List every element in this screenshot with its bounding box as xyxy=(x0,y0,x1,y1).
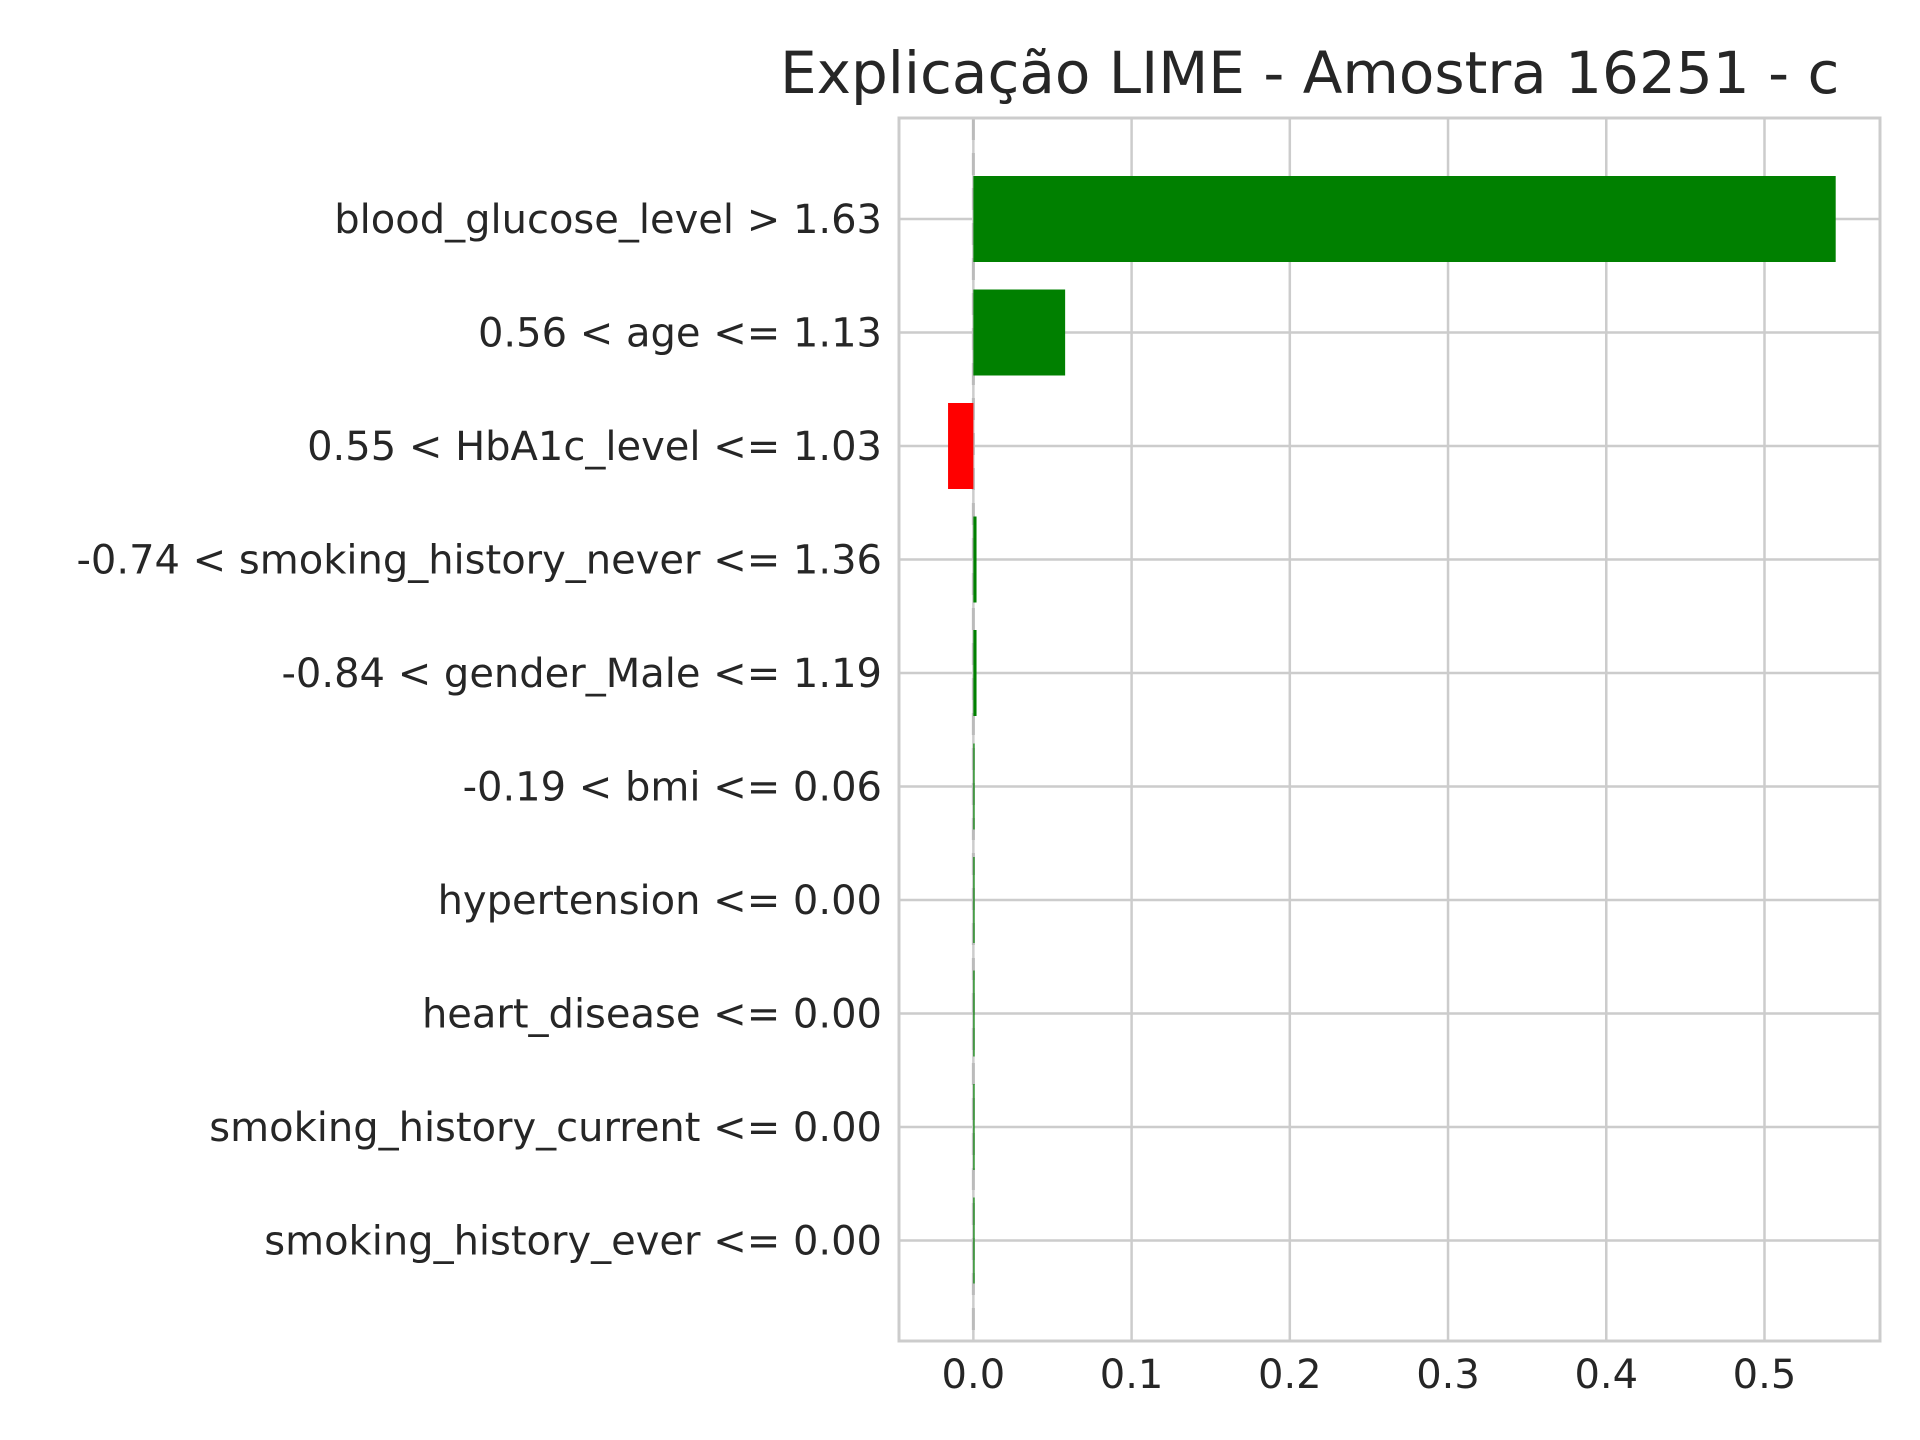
category-label: 0.55 < HbA1c_level <= 1.03 xyxy=(307,424,882,470)
x-tick-label: 0.4 xyxy=(1574,1352,1638,1398)
bar-layer xyxy=(948,176,1836,1284)
bar xyxy=(973,1084,975,1170)
bar xyxy=(973,630,977,716)
plot-frame xyxy=(897,116,1882,1343)
x-tick-label: 0.2 xyxy=(1258,1352,1322,1398)
x-tick-label: 0.0 xyxy=(942,1352,1006,1398)
category-label-layer: blood_glucose_level > 1.63 0.56 < age <= … xyxy=(76,197,882,1265)
x-tick-label: 0.1 xyxy=(1100,1352,1164,1398)
bar xyxy=(973,970,975,1057)
category-label: -0.84 < gender_Male <= 1.19 xyxy=(281,651,882,697)
bar xyxy=(948,403,974,489)
grid-layer xyxy=(899,118,1880,1341)
chart-title: Explicação LIME - Amostra 16251 - c xyxy=(780,39,1839,107)
bar xyxy=(973,857,975,943)
bar xyxy=(973,516,977,603)
x-tick-label-layer: 0.0 0.1 0.2 0.3 0.4 0.5 xyxy=(942,1352,1797,1398)
category-label: hypertension <= 0.00 xyxy=(438,878,882,924)
x-tick-label: 0.3 xyxy=(1416,1352,1480,1398)
category-label: -0.19 < bmi <= 0.06 xyxy=(463,765,882,811)
bar xyxy=(973,1197,975,1284)
x-tick-label: 0.5 xyxy=(1733,1352,1797,1398)
category-label: -0.74 < smoking_history_never <= 1.36 xyxy=(76,538,882,584)
bar xyxy=(973,176,1836,262)
category-label: 0.56 < age <= 1.13 xyxy=(478,311,882,357)
category-label: blood_glucose_level > 1.63 xyxy=(334,197,882,243)
bar xyxy=(973,743,975,830)
category-label: smoking_history_current <= 0.00 xyxy=(209,1105,882,1151)
category-label: smoking_history_ever <= 0.00 xyxy=(264,1219,882,1265)
bar xyxy=(973,289,1066,376)
category-label: heart_disease <= 0.00 xyxy=(422,992,882,1038)
